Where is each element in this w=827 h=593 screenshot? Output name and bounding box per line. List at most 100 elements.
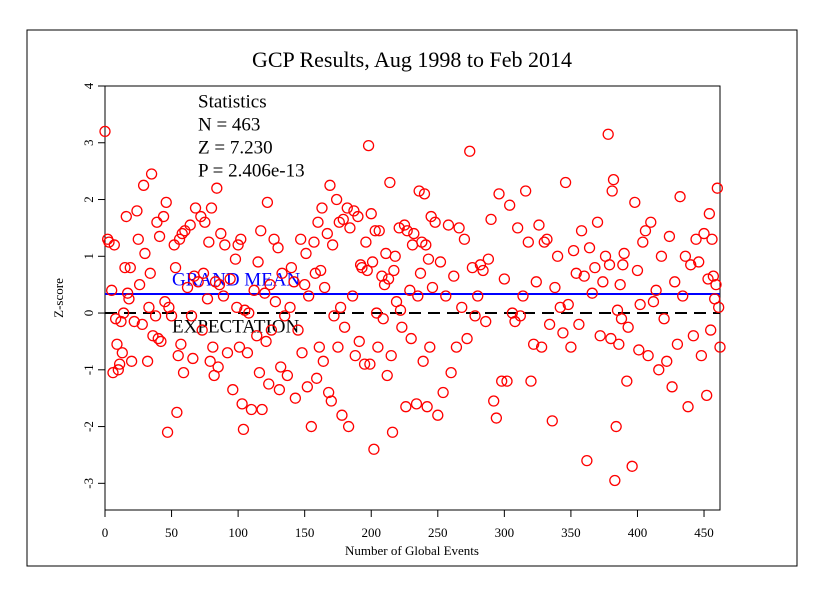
point — [567, 244, 580, 257]
point — [398, 219, 411, 231]
point — [256, 403, 268, 416]
x-tick-label: 250 — [428, 525, 448, 540]
point — [674, 191, 686, 203]
point — [184, 219, 196, 231]
point — [288, 276, 300, 288]
point — [557, 327, 569, 339]
point — [538, 236, 550, 248]
point — [554, 301, 566, 314]
point — [493, 188, 505, 200]
grand-mean-label: GRAND MEAN — [172, 269, 301, 290]
point — [149, 310, 162, 322]
x-tick-label: 200 — [361, 525, 381, 540]
point — [362, 139, 375, 152]
point — [710, 279, 722, 291]
point — [613, 338, 625, 350]
point — [440, 290, 452, 302]
point — [583, 242, 596, 254]
point — [219, 239, 231, 251]
point — [533, 219, 545, 231]
point — [325, 395, 337, 407]
x-tick-label: 450 — [694, 525, 714, 540]
point — [693, 256, 705, 268]
point — [171, 406, 183, 419]
point — [314, 264, 327, 277]
point — [260, 335, 272, 348]
point — [372, 341, 384, 353]
point — [141, 355, 154, 367]
point — [412, 290, 424, 302]
point — [237, 423, 250, 436]
point — [132, 233, 144, 245]
x-axis-label: Number of Global Events — [345, 543, 479, 558]
point — [349, 349, 361, 362]
point — [124, 261, 136, 274]
point — [299, 279, 311, 291]
point — [317, 355, 329, 367]
point — [364, 358, 376, 370]
expectation-label: EXPECTATION — [172, 316, 300, 337]
point — [231, 301, 243, 314]
point — [570, 267, 582, 279]
point — [241, 347, 254, 359]
point — [365, 208, 377, 220]
chart-title: GCP Results, Aug 1998 to Feb 2014 — [252, 47, 572, 72]
point — [356, 261, 368, 274]
point — [147, 330, 159, 342]
point — [658, 313, 670, 325]
point — [642, 349, 654, 362]
point — [137, 179, 150, 191]
point — [378, 279, 391, 291]
point — [309, 267, 321, 279]
point — [179, 225, 191, 237]
point — [551, 250, 564, 262]
point — [215, 227, 227, 240]
outer-frame — [26, 29, 798, 567]
point — [530, 276, 542, 288]
point — [108, 239, 120, 251]
point — [410, 398, 423, 410]
point — [421, 401, 433, 413]
point — [413, 185, 425, 197]
point — [509, 315, 521, 328]
point — [281, 369, 294, 382]
x-tick-label: 400 — [628, 525, 648, 540]
point — [152, 332, 164, 345]
point — [527, 338, 540, 350]
point — [512, 222, 524, 234]
point — [702, 273, 714, 285]
point — [224, 273, 236, 285]
point — [332, 341, 344, 353]
point — [195, 210, 207, 223]
point — [705, 324, 717, 336]
point — [458, 233, 471, 245]
point — [682, 401, 694, 413]
point — [685, 259, 697, 271]
point — [606, 185, 618, 197]
point — [136, 318, 148, 331]
point — [425, 210, 437, 223]
point — [155, 335, 167, 348]
point — [714, 341, 726, 353]
y-tick-label: 2 — [81, 196, 96, 203]
point — [248, 284, 260, 296]
point — [316, 202, 328, 214]
point — [318, 281, 331, 294]
point — [301, 381, 313, 393]
point — [380, 247, 392, 260]
point — [273, 384, 286, 396]
point — [236, 398, 248, 410]
point — [575, 225, 588, 237]
point — [381, 369, 393, 382]
point — [321, 227, 333, 240]
point — [361, 264, 373, 277]
point — [519, 185, 532, 197]
point — [426, 281, 439, 294]
point — [221, 347, 234, 359]
point — [609, 474, 621, 487]
point — [589, 261, 601, 274]
point — [417, 355, 429, 367]
point — [594, 330, 606, 342]
x-tick-label: 0 — [102, 525, 109, 540]
